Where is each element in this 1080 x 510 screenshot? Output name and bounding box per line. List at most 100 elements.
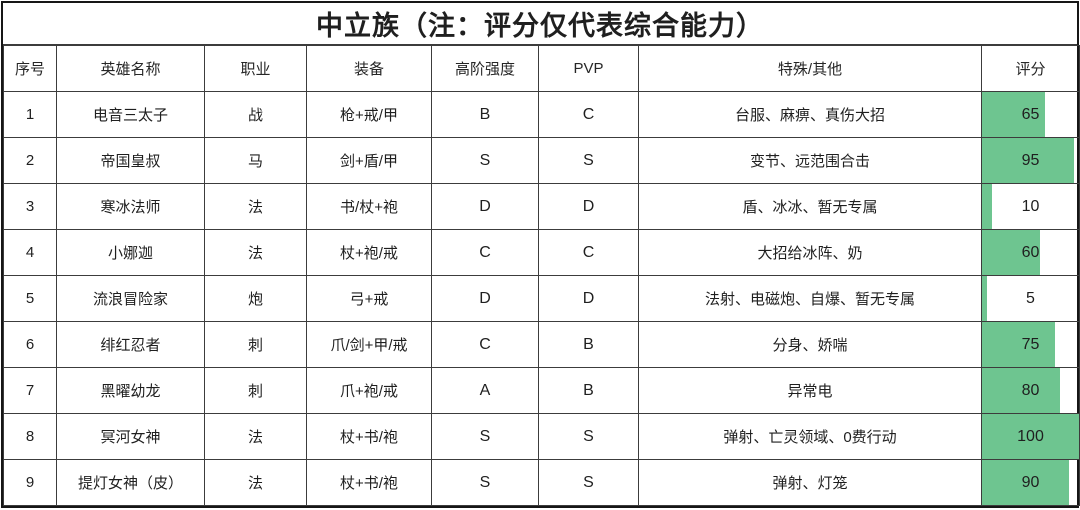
score-value: 100 bbox=[1017, 427, 1044, 445]
table-row: 8 冥河女神法杖+书/袍 S S 弹射、亡灵领域、0费行动 100 bbox=[3, 413, 1080, 460]
column-header-2: 职业 bbox=[204, 45, 307, 92]
table-row: 5 流浪冒险家炮弓+戒 D D 法射、电磁炮、自爆、暂无专属 5 bbox=[3, 275, 1080, 322]
hero-name-cell: 小娜迦 bbox=[56, 229, 205, 276]
class-cell: 战 bbox=[204, 91, 307, 138]
gear-cell: 杖+袍/戒 bbox=[306, 229, 432, 276]
index-cell: 3 bbox=[3, 183, 57, 230]
special-cell: 变节、远范围合击 bbox=[638, 137, 982, 184]
score-cell: 95 bbox=[981, 137, 1080, 184]
hero-name-cell: 提灯女神（皮） bbox=[56, 459, 205, 506]
class-cell: 马 bbox=[204, 137, 307, 184]
pve-grade-cell: S bbox=[431, 459, 539, 506]
pve-grade-cell: S bbox=[431, 413, 539, 460]
hero-name-cell: 流浪冒险家 bbox=[56, 275, 205, 322]
index-cell: 2 bbox=[3, 137, 57, 184]
score-data-bar bbox=[982, 368, 1060, 413]
score-data-bar bbox=[982, 322, 1055, 367]
special-cell: 台服、麻痹、真伤大招 bbox=[638, 91, 982, 138]
gear-cell: 爪+袍/戒 bbox=[306, 367, 432, 414]
score-value: 80 bbox=[1021, 381, 1040, 399]
score-value: 5 bbox=[1026, 289, 1035, 307]
pvp-grade-cell: S bbox=[538, 413, 639, 460]
pvp-grade-cell: D bbox=[538, 275, 639, 322]
pve-grade-cell: C bbox=[431, 321, 539, 368]
pvp-grade-cell: B bbox=[538, 367, 639, 414]
score-cell: 60 bbox=[981, 229, 1080, 276]
score-cell: 90 bbox=[981, 459, 1080, 506]
class-cell: 法 bbox=[204, 183, 307, 230]
pve-grade-cell: D bbox=[431, 183, 539, 230]
index-cell: 5 bbox=[3, 275, 57, 322]
index-cell: 8 bbox=[3, 413, 57, 460]
index-cell: 4 bbox=[3, 229, 57, 276]
gear-cell: 杖+书/袍 bbox=[306, 413, 432, 460]
column-header-5: PVP bbox=[538, 45, 639, 92]
special-cell: 弹射、灯笼 bbox=[638, 459, 982, 506]
score-data-bar bbox=[982, 276, 987, 321]
table-body: 1 电音三太子战枪+戒/甲 B C 台服、麻痹、真伤大招 65 2 帝国皇叔马剑+盾/甲 S S 变… bbox=[3, 91, 1080, 506]
pve-grade-cell: C bbox=[431, 229, 539, 276]
score-value: 90 bbox=[1021, 473, 1040, 491]
score-data-bar bbox=[982, 92, 1046, 137]
pve-grade-cell: B bbox=[431, 91, 539, 138]
score-cell: 80 bbox=[981, 367, 1080, 414]
class-cell: 法 bbox=[204, 229, 307, 276]
score-value: 65 bbox=[1021, 105, 1040, 123]
column-header-6: 特殊/其他 bbox=[638, 45, 982, 92]
table-row: 1 电音三太子战枪+戒/甲 B C 台服、麻痹、真伤大招 65 bbox=[3, 91, 1080, 138]
gear-cell: 枪+戒/甲 bbox=[306, 91, 432, 138]
hero-name-cell: 帝国皇叔 bbox=[56, 137, 205, 184]
class-cell: 刺 bbox=[204, 367, 307, 414]
column-header-4: 高阶强度 bbox=[431, 45, 539, 92]
table-row: 9 提灯女神（皮）法杖+书/袍 S S 弹射、灯笼 90 bbox=[3, 459, 1080, 506]
score-data-bar bbox=[982, 460, 1070, 505]
score-data-bar bbox=[982, 414, 1079, 459]
special-cell: 弹射、亡灵领域、0费行动 bbox=[638, 413, 982, 460]
pvp-grade-cell: D bbox=[538, 183, 639, 230]
hero-name-cell: 黑曜幼龙 bbox=[56, 367, 205, 414]
class-cell: 刺 bbox=[204, 321, 307, 368]
column-header-1: 英雄名称 bbox=[56, 45, 205, 92]
table-title: 中立族（注：评分仅代表综合能力） bbox=[3, 3, 1077, 45]
score-cell: 65 bbox=[981, 91, 1080, 138]
score-data-bar bbox=[982, 138, 1075, 183]
special-cell: 大招给冰阵、奶 bbox=[638, 229, 982, 276]
hero-name-cell: 绯红忍者 bbox=[56, 321, 205, 368]
gear-cell: 弓+戒 bbox=[306, 275, 432, 322]
special-cell: 盾、冰冰、暂无专属 bbox=[638, 183, 982, 230]
header-row: 序号 英雄名称 职业 装备 高阶强度 PVP 特殊/其他 评分 bbox=[3, 45, 1080, 92]
pvp-grade-cell: B bbox=[538, 321, 639, 368]
index-cell: 7 bbox=[3, 367, 57, 414]
column-header-0: 序号 bbox=[3, 45, 57, 92]
column-header-7: 评分 bbox=[981, 45, 1080, 92]
hero-name-cell: 电音三太子 bbox=[56, 91, 205, 138]
special-cell: 分身、娇喘 bbox=[638, 321, 982, 368]
index-cell: 6 bbox=[3, 321, 57, 368]
pve-grade-cell: A bbox=[431, 367, 539, 414]
score-value: 60 bbox=[1021, 243, 1040, 261]
class-cell: 炮 bbox=[204, 275, 307, 322]
index-cell: 9 bbox=[3, 459, 57, 506]
column-header-3: 装备 bbox=[306, 45, 432, 92]
score-cell: 10 bbox=[981, 183, 1080, 230]
table-row: 4 小娜迦法杖+袍/戒 C C 大招给冰阵、奶 60 bbox=[3, 229, 1080, 276]
pve-grade-cell: S bbox=[431, 137, 539, 184]
pve-grade-cell: D bbox=[431, 275, 539, 322]
score-cell: 100 bbox=[981, 413, 1080, 460]
score-data-bar bbox=[982, 184, 992, 229]
gear-cell: 杖+书/袍 bbox=[306, 459, 432, 506]
pvp-grade-cell: S bbox=[538, 459, 639, 506]
table-row: 3 寒冰法师法书/杖+袍 D D 盾、冰冰、暂无专属 10 bbox=[3, 183, 1080, 230]
score-value: 95 bbox=[1021, 151, 1040, 169]
score-cell: 75 bbox=[981, 321, 1080, 368]
gear-cell: 书/杖+袍 bbox=[306, 183, 432, 230]
table-row: 2 帝国皇叔马剑+盾/甲 S S 变节、远范围合击 95 bbox=[3, 137, 1080, 184]
pvp-grade-cell: C bbox=[538, 91, 639, 138]
pvp-grade-cell: C bbox=[538, 229, 639, 276]
pvp-grade-cell: S bbox=[538, 137, 639, 184]
gear-cell: 剑+盾/甲 bbox=[306, 137, 432, 184]
table-row: 6 绯红忍者刺爪/剑+甲/戒 C B 分身、娇喘 75 bbox=[3, 321, 1080, 368]
table-row: 7 黑曜幼龙刺爪+袍/戒 A B 异常电 80 bbox=[3, 367, 1080, 414]
